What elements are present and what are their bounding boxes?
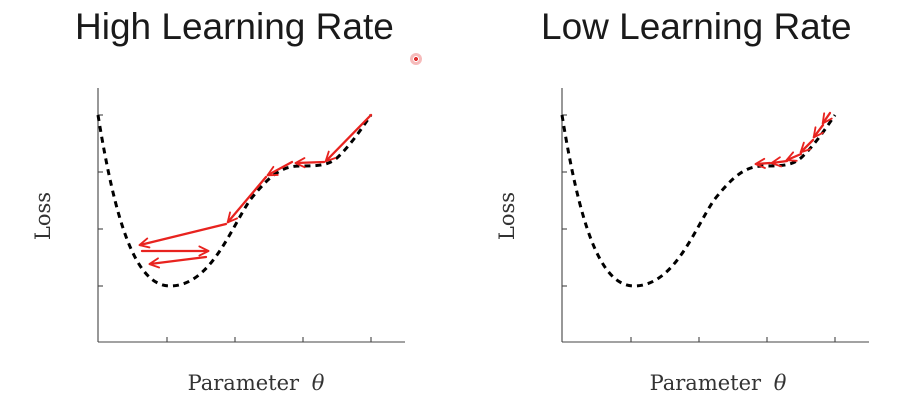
step-arrow (266, 160, 294, 177)
right-y-axis-label: Loss (495, 192, 519, 240)
step-arrow (148, 255, 208, 269)
step-arrow (770, 156, 789, 168)
right-gradient-steps (754, 111, 833, 169)
left-loss-curve (96, 114, 373, 288)
right-loss-curve (560, 114, 837, 288)
step-arrow (799, 138, 815, 154)
step-arrow (138, 222, 228, 249)
right-x-axis-label-theta: θ (774, 371, 787, 395)
left-y-axis-label: Loss (31, 192, 55, 240)
right-axes (561, 88, 869, 343)
panel-title-high-learning-rate: High Learning Rate (75, 6, 394, 47)
panel-low-learning-rate: Loss Parameter θ (495, 88, 869, 395)
step-arrow (226, 175, 268, 224)
left-x-axis-label: Parameter θ (188, 371, 325, 395)
step-arrow (812, 123, 825, 139)
step-arrow (785, 151, 803, 162)
step-arrow (754, 157, 772, 169)
left-x-axis-label-theta: θ (312, 371, 325, 395)
step-arrow (294, 157, 326, 169)
cursor-dot-icon (410, 53, 422, 65)
left-gradient-steps (138, 113, 373, 269)
panel-high-learning-rate: Loss Parameter θ (31, 88, 405, 395)
left-axes (97, 88, 405, 343)
right-x-axis-label: Parameter θ (650, 371, 787, 395)
left-x-axis-label-word: Parameter (188, 371, 300, 395)
step-arrow (324, 113, 373, 163)
panel-title-low-learning-rate: Low Learning Rate (541, 6, 852, 47)
step-arrow (821, 111, 833, 125)
right-x-axis-label-word: Parameter (650, 371, 762, 395)
